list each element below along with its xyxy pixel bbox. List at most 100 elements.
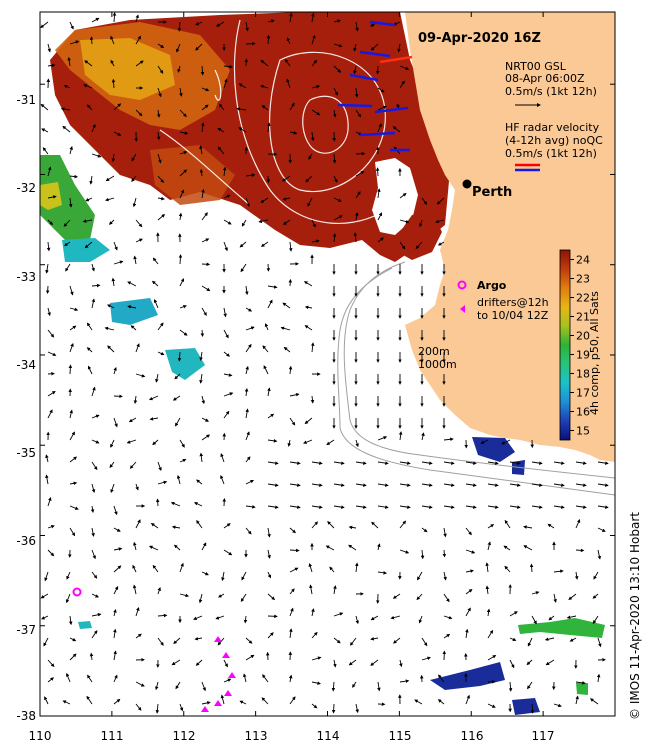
- current-arrow: [545, 659, 555, 666]
- current-arrow: [355, 461, 367, 465]
- current-arrow: [199, 452, 204, 463]
- current-arrow: [176, 43, 181, 53]
- current-arrow: [107, 345, 115, 353]
- current-arrow: [47, 409, 53, 419]
- current-arrow: [201, 238, 210, 243]
- current-arrow: [40, 103, 49, 111]
- lon-label: 110: [29, 729, 52, 743]
- current-arrow: [215, 615, 225, 620]
- current-arrow: [258, 219, 269, 224]
- current-arrow: [155, 703, 160, 714]
- current-arrow: [355, 171, 365, 177]
- current-arrow: [263, 365, 269, 375]
- current-arrow: [157, 87, 162, 98]
- current-arrow: [523, 525, 533, 529]
- current-arrow: [110, 483, 115, 494]
- current-arrow: [527, 681, 533, 690]
- current-arrow: [223, 64, 234, 69]
- current-arrow: [508, 681, 513, 692]
- current-arrow: [240, 263, 247, 273]
- current-arrow: [355, 191, 361, 199]
- current-arrow: [179, 305, 187, 309]
- current-arrow: [245, 431, 250, 441]
- current-arrow: [69, 285, 74, 296]
- current-arrow: [575, 505, 587, 509]
- current-arrow: [465, 694, 470, 705]
- current-arrow: [66, 571, 71, 580]
- current-arrow: [178, 254, 183, 265]
- current-arrow: [47, 525, 55, 529]
- colorbar-tick-label: 15: [576, 425, 590, 438]
- current-arrow: [553, 483, 565, 487]
- colorbar-tick-label: 24: [576, 254, 590, 267]
- current-arrow: [135, 109, 143, 117]
- current-arrow: [223, 659, 228, 668]
- current-arrow: [596, 673, 601, 683]
- hf-radar-line1: HF radar velocity: [505, 121, 600, 134]
- current-arrow: [399, 80, 405, 89]
- current-arrow: [113, 565, 122, 573]
- current-arrow: [289, 607, 294, 617]
- current-arrow: [47, 63, 56, 68]
- current-arrow: [593, 571, 599, 580]
- current-arrow: [132, 564, 137, 573]
- current-arrow: [245, 197, 250, 208]
- current-arrow: [287, 439, 292, 447]
- current-arrow: [575, 681, 586, 685]
- current-arrow: [69, 342, 74, 353]
- current-arrow: [111, 78, 116, 89]
- current-arrow: [89, 175, 93, 185]
- current-arrow: [352, 681, 357, 688]
- current-arrow: [289, 588, 295, 595]
- current-arrow: [375, 65, 380, 75]
- current-arrow: [47, 219, 54, 226]
- lat-label: -31: [16, 93, 36, 107]
- current-arrow: [201, 417, 209, 422]
- current-arrow: [68, 364, 73, 375]
- current-arrow: [133, 395, 138, 404]
- current-arrow: [375, 167, 380, 177]
- argo-float-marker[interactable]: [72, 587, 82, 597]
- colorbar-tick-label: 22: [576, 292, 590, 305]
- current-arrow: [531, 461, 543, 465]
- current-arrow: [333, 637, 341, 644]
- current-arrow: [353, 232, 358, 243]
- current-arrow: [155, 681, 159, 691]
- current-arrow: [220, 453, 225, 463]
- current-arrow: [333, 175, 338, 183]
- perth-marker[interactable]: [462, 179, 472, 189]
- current-arrow: [245, 343, 252, 353]
- current-arrow: [91, 439, 100, 444]
- lon-label: 112: [173, 729, 196, 743]
- current-arrow: [128, 417, 137, 423]
- current-arrow: [398, 431, 403, 441]
- current-arrow: [112, 12, 117, 23]
- current-arrow: [179, 169, 188, 177]
- current-arrow: [223, 241, 228, 252]
- current-arrow: [199, 145, 203, 155]
- model-name: NRT00 GSL: [505, 60, 567, 73]
- current-arrow: [575, 483, 587, 487]
- current-arrow: [84, 241, 93, 249]
- current-arrow: [267, 549, 271, 559]
- sst-cyan-patch-1: [110, 298, 158, 325]
- current-arrow: [199, 168, 204, 177]
- current-arrow: [170, 501, 181, 507]
- current-arrow: [267, 413, 275, 419]
- current-arrow: [349, 637, 357, 646]
- current-arrow: [90, 505, 95, 513]
- current-arrow: [157, 480, 168, 485]
- current-arrow: [419, 219, 423, 228]
- current-arrow: [509, 611, 518, 617]
- current-arrow: [173, 544, 181, 551]
- current-arrow: [240, 593, 247, 603]
- current-arrow: [288, 674, 293, 683]
- current-arrow: [311, 109, 321, 116]
- current-arrow: [332, 233, 337, 243]
- current-arrow: [289, 505, 301, 509]
- current-arrow: [157, 65, 164, 74]
- current-arrow: [509, 637, 517, 641]
- current-arrow: [529, 563, 534, 573]
- sst-yellow-patch-west: [40, 182, 62, 210]
- current-arrow: [304, 417, 313, 425]
